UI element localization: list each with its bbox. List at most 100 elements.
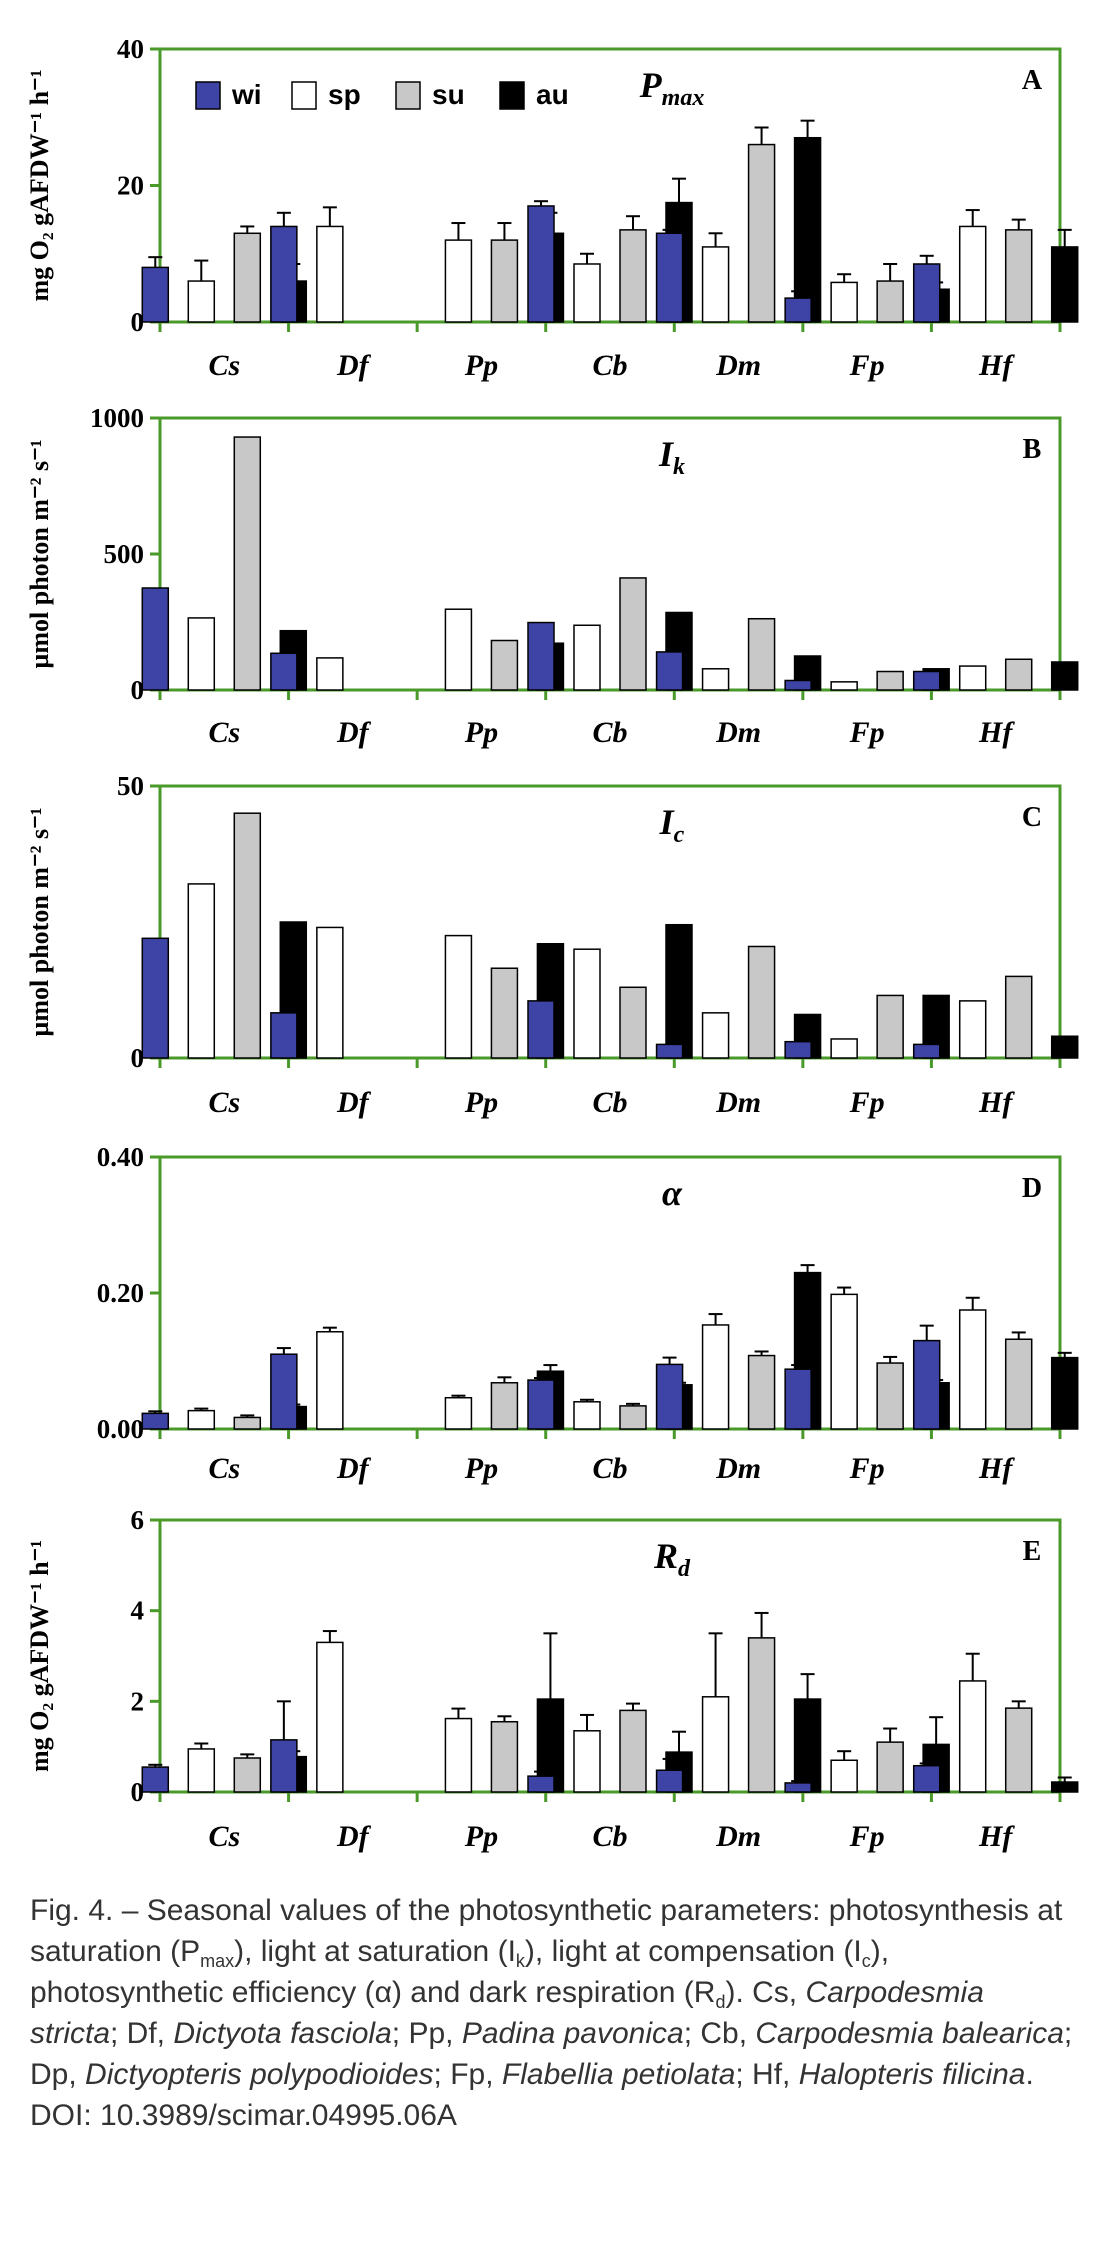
bar-sp-cs	[187, 883, 216, 1059]
x-category-label: Df	[336, 716, 372, 749]
species-name: Carpodesmia balearica	[755, 2017, 1064, 2050]
caption-text: ). Cs,	[725, 1976, 806, 2009]
x-category-label: Pp	[464, 716, 498, 749]
caption-sub: max	[200, 1951, 235, 1971]
x-category-label: Hf	[978, 1452, 1015, 1485]
y-tick-label: 20	[117, 171, 144, 201]
bar-wi-hf	[912, 1043, 941, 1059]
bar-wi-dm	[655, 651, 684, 691]
bar-wi-cs	[141, 266, 170, 323]
bar-sp-df	[316, 657, 344, 691]
bar-wi-df	[270, 1353, 298, 1430]
bar-sp-dm	[701, 668, 730, 691]
bar-wi-fp	[784, 1040, 812, 1059]
bar-sp-cb	[573, 624, 601, 691]
bar-su-pp	[490, 1382, 519, 1430]
bar-sp-fp	[830, 1293, 858, 1430]
y-axis-label: µmol photon m⁻² s⁻¹	[25, 439, 54, 668]
bar-wi-cs	[141, 1766, 170, 1793]
bar-sp-dm	[701, 1324, 730, 1430]
x-category-label: Cb	[592, 349, 627, 382]
y-tick-label: 0.40	[97, 1142, 144, 1172]
x-category-label: Hf	[978, 1820, 1015, 1853]
caption-text: ; Pp,	[391, 2017, 462, 2050]
bar-sp-cb	[573, 1730, 601, 1793]
legend-swatch-su	[395, 81, 421, 110]
x-category-label: Cs	[208, 716, 240, 749]
x-category-label: Dm	[715, 349, 761, 382]
legend-swatch-au	[499, 81, 525, 110]
plot-frame	[158, 784, 1062, 1060]
bar-wi-cb	[527, 1000, 555, 1059]
y-tick-label: 6	[131, 1505, 145, 1535]
bar-su-fp	[876, 280, 904, 323]
bar-sp-fp	[830, 681, 858, 691]
bar-wi-dm	[655, 1043, 684, 1059]
bar-au-hf	[1050, 1781, 1079, 1793]
x-category-label: Cs	[208, 1452, 240, 1485]
x-category-label: Cs	[208, 1086, 240, 1119]
bar-sp-cb	[573, 948, 601, 1059]
chart-panel-d: 0.00 0.20 0.40 Cs Df Pp Cb Dm Fp Hf α D	[97, 1142, 1079, 1485]
bar-au-hf	[1050, 1035, 1079, 1059]
bar-wi-df	[270, 1739, 298, 1793]
bar-wi-cb	[527, 1379, 555, 1430]
panel-letter: D	[1022, 1173, 1042, 1204]
bar-sp-hf	[958, 225, 987, 323]
panel-title: Ic	[659, 802, 685, 848]
panel-title: Pmax	[639, 65, 705, 111]
x-category-label: Pp	[464, 349, 498, 382]
plot-frame	[158, 1518, 1062, 1794]
x-category-label: Hf	[978, 349, 1015, 382]
x-category-label: Fp	[849, 1820, 885, 1853]
bar-sp-hf	[958, 1000, 987, 1059]
caption-text: ; Cb,	[683, 2017, 756, 2050]
bar-wi-df	[270, 225, 298, 323]
caption-sub: c	[861, 1951, 871, 1971]
x-category-label: Pp	[464, 1452, 498, 1485]
bar-wi-cb	[527, 1775, 555, 1793]
x-category-label: Pp	[464, 1820, 498, 1853]
bar-wi-fp	[784, 679, 812, 691]
bar-sp-hf	[958, 1309, 987, 1430]
x-category-label: Df	[336, 349, 372, 382]
y-tick-label: 500	[104, 539, 145, 569]
caption-text: . DOI: 10.3989/scimar.04995.06A	[30, 2058, 1034, 2132]
x-category-label: Dm	[715, 1452, 761, 1485]
bar-wi-cs	[141, 587, 170, 691]
bar-sp-cb	[573, 263, 601, 323]
y-axis-label: µmol photon m⁻² s⁻¹	[25, 807, 54, 1036]
y-tick-label: 0	[131, 675, 145, 705]
y-tick-label: 40	[117, 34, 144, 64]
bar-wi-cb	[527, 621, 555, 691]
bar-wi-dm	[655, 1363, 684, 1430]
x-category-label: Fp	[849, 1452, 885, 1485]
bar-su-hf	[1004, 975, 1033, 1059]
bar-au-hf	[1050, 246, 1079, 323]
bar-wi-fp	[784, 297, 812, 323]
bar-su-pp	[490, 1720, 519, 1793]
x-category-label: Hf	[978, 716, 1015, 749]
y-axis-label: mg O₂ gAFDW⁻¹ h⁻¹	[25, 69, 54, 301]
y-tick-label: 0	[131, 1043, 145, 1073]
panel-letter: E	[1023, 1536, 1042, 1567]
bar-su-hf	[1004, 658, 1033, 691]
bar-wi-dm	[655, 1769, 684, 1793]
panel-letter: C	[1022, 802, 1042, 833]
bar-sp-cs	[187, 1409, 216, 1430]
y-tick-label: 1000	[90, 403, 144, 433]
species-name: Dictyota fasciola	[173, 2017, 392, 2050]
x-category-label: Dm	[715, 1086, 761, 1119]
legend-swatch-wi	[195, 81, 221, 110]
bar-sp-fp	[830, 1759, 858, 1793]
bar-wi-cb	[527, 205, 555, 323]
bar-su-hf	[1004, 1338, 1033, 1430]
x-category-label: Fp	[849, 1086, 885, 1119]
chart-panel-a: 0 20 40 Cs Df Pp Cb Dm Fp Hf Pmax Amg O₂ gAFDW⁻¹ h⁻…	[25, 34, 1079, 382]
x-category-label: Df	[336, 1452, 372, 1485]
bar-sp-cb	[573, 1401, 601, 1430]
y-tick-label: 0.20	[97, 1278, 144, 1308]
bar-au-cb	[665, 923, 693, 1059]
